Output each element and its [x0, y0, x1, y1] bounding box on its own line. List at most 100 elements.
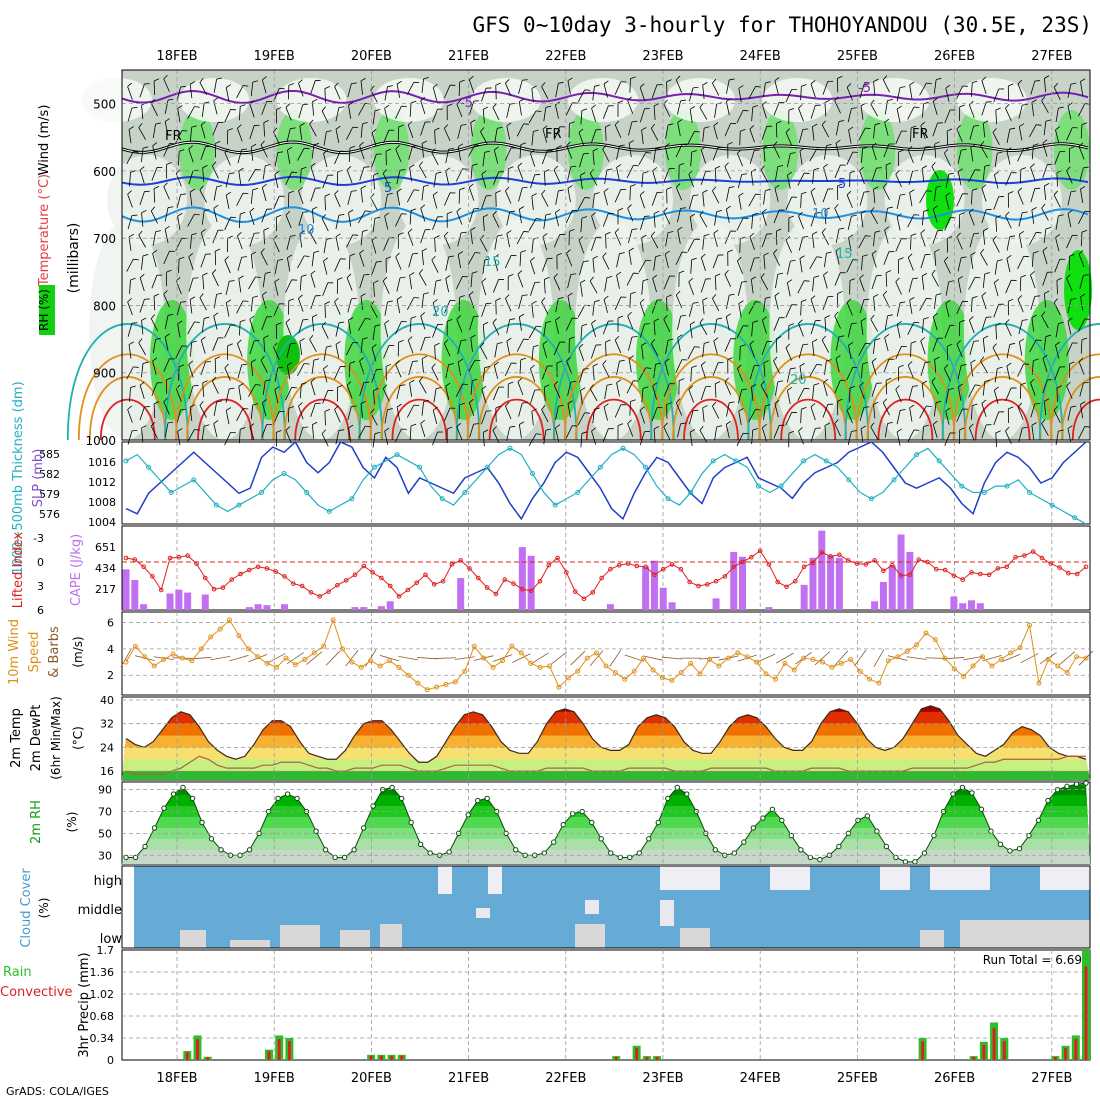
- cloud-tick-label: middle: [78, 903, 122, 918]
- slp-tick-label: 1008: [88, 496, 116, 509]
- precip-convective-bar: [1003, 1041, 1006, 1060]
- rh2m-point: [1036, 818, 1040, 822]
- precip-convective-bar: [380, 1056, 383, 1060]
- wind10-tick-label: 2: [107, 669, 114, 682]
- cloud-low-block: [920, 930, 944, 948]
- rh2m-point: [761, 816, 765, 820]
- cloud-high-block: [488, 866, 502, 894]
- cape-bar: [950, 596, 957, 610]
- precip-convective-bar: [288, 1041, 291, 1060]
- rh2m-point: [133, 855, 137, 859]
- rh2m-point: [970, 791, 974, 795]
- precip-convective-bar: [921, 1041, 924, 1060]
- wind10-barb: [907, 657, 927, 660]
- rh2m-point: [542, 851, 546, 855]
- cape-bar: [528, 556, 535, 610]
- rh2m-tick-label: 30: [98, 849, 112, 862]
- li-tick-label: 3: [37, 580, 44, 593]
- wind10-barb: [815, 651, 830, 664]
- cape-bar: [360, 607, 367, 610]
- cape-bar: [906, 552, 913, 610]
- rh2m-point: [599, 837, 603, 841]
- rh2m-point: [865, 814, 869, 818]
- wind10-barb-staff: [210, 656, 230, 659]
- rh2m-unit: (%): [65, 812, 79, 833]
- precip-tick-label: 0.68: [90, 1010, 115, 1023]
- temp2m-tick-label: 32: [100, 718, 114, 731]
- rh2m-point: [913, 860, 917, 864]
- rh2m-point: [181, 785, 185, 789]
- date-label-bottom: 24FEB: [740, 1071, 781, 1086]
- date-label-top: 21FEB: [448, 49, 489, 64]
- cape-bar: [642, 566, 649, 610]
- wind10-barb-staff: [229, 655, 248, 661]
- wind10-barb: [365, 650, 376, 667]
- rh2m-point: [475, 798, 479, 802]
- precip-convective-bar: [1074, 1039, 1077, 1060]
- wind10-barb-staff: [455, 657, 475, 660]
- rh2m-point: [552, 840, 556, 844]
- thickness-tick-label: 576: [39, 508, 60, 521]
- cape-bar: [387, 601, 394, 610]
- wind10-barb: [229, 655, 248, 661]
- li-tick-label: 0: [37, 556, 44, 569]
- rh2m-point: [770, 807, 774, 811]
- wind10-barb: [874, 649, 884, 666]
- pressure-tick-label: 800: [93, 299, 116, 313]
- rh2m-point: [333, 855, 337, 859]
- wind10-barb-staff: [662, 657, 682, 659]
- wind-barb-staff: [459, 82, 460, 96]
- date-label-bottom: 20FEB: [351, 1071, 392, 1086]
- wind10-barb-staff: [380, 655, 399, 661]
- contour-label: 5: [838, 177, 846, 192]
- wind10-barb: [287, 653, 304, 664]
- precip-convective-bar: [196, 1039, 199, 1060]
- date-label-top: 25FEB: [837, 49, 878, 64]
- rh2m-point: [808, 855, 812, 859]
- precip-convective-bar: [267, 1051, 270, 1060]
- cape-bar: [519, 547, 526, 610]
- rh2m-point: [390, 785, 394, 789]
- rh-shade-blob: [665, 78, 735, 122]
- wind10-panel-frame: [122, 612, 1090, 695]
- date-label-top: 22FEB: [545, 49, 586, 64]
- li-tick-label: 6: [37, 604, 44, 617]
- rh-shade-blob: [204, 155, 284, 245]
- rh2m-point: [285, 792, 289, 796]
- temp2m-axis-label: 2m Temp: [9, 708, 24, 768]
- cloud-low-block: [340, 930, 370, 948]
- date-label-top: 24FEB: [740, 49, 781, 64]
- pressure-tick-label: 1000: [85, 434, 116, 448]
- rh2m-point: [295, 796, 299, 800]
- dewpoint-axis-label: 2m DewPt: [29, 705, 44, 772]
- wind10-barb-staff: [571, 651, 585, 665]
- wind10-barb-staff: [874, 649, 884, 666]
- cape-bar: [669, 602, 676, 610]
- rh2m-point: [466, 813, 470, 817]
- rh-shade-blob: [107, 155, 187, 245]
- rh2m-point: [314, 829, 318, 833]
- pressure-tick-label: 600: [93, 165, 116, 179]
- rh2m-point: [485, 796, 489, 800]
- wind10-barb: [571, 651, 585, 665]
- wind10-barb-staff: [532, 653, 549, 664]
- rh2m-point: [352, 848, 356, 852]
- rh-shade-blob: [276, 78, 346, 122]
- cape-bar: [713, 598, 720, 610]
- cape-bar: [809, 558, 816, 610]
- wind10-speed-line: [126, 620, 1086, 690]
- cape-bar: [765, 607, 772, 610]
- wind10-barb-staff: [417, 657, 437, 658]
- cape-tick-label: 651: [95, 541, 116, 554]
- rh2m-point: [1027, 833, 1031, 837]
- precip-convective-bar: [206, 1057, 209, 1060]
- rh-shade-blob: [762, 78, 832, 122]
- rh2m-point: [903, 860, 907, 864]
- wind-barb-staff: [459, 297, 460, 311]
- pressure-tick-label: 500: [93, 98, 116, 112]
- wind10-barb-staff: [399, 656, 419, 659]
- temp2m-tick-label: 16: [100, 765, 114, 778]
- rh2m-point: [1008, 849, 1012, 853]
- cape-bar: [871, 601, 878, 610]
- precip-convective-bar: [993, 1028, 996, 1060]
